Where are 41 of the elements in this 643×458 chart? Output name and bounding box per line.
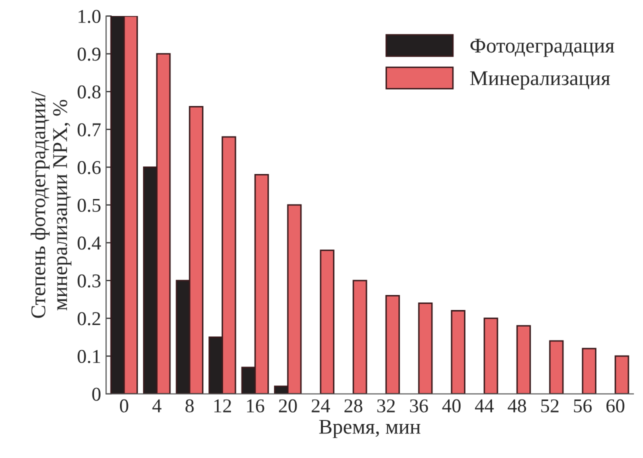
legend-label: Минерализация bbox=[470, 71, 610, 90]
y-tick-label: 0.3 bbox=[78, 274, 100, 288]
bar bbox=[385, 294, 400, 394]
y-tick-label: 0.8 bbox=[78, 85, 100, 99]
x-tick-label: 52 bbox=[541, 399, 558, 412]
bar bbox=[484, 318, 498, 394]
y-tick-label: 0.5 bbox=[78, 198, 100, 212]
x-tick-label: 12 bbox=[214, 399, 232, 412]
y-tick-label: 0.7 bbox=[78, 123, 101, 136]
x-tick-label: 36 bbox=[410, 399, 428, 412]
x-tick-label: 20 bbox=[278, 399, 297, 412]
x-tick-label: 4 bbox=[152, 399, 162, 412]
bar bbox=[418, 302, 433, 394]
y-tick-label: 0 bbox=[92, 388, 100, 401]
x-tick-label: 16 bbox=[247, 399, 264, 412]
x-tick-label: 44 bbox=[475, 399, 494, 412]
x-tick-label: 28 bbox=[344, 399, 362, 412]
y-tick-label: 0.1 bbox=[78, 350, 100, 364]
legend-label: Фотодеградация bbox=[470, 38, 614, 57]
y-tick-label: 0.2 bbox=[78, 312, 100, 326]
x-tick-label: 8 bbox=[185, 399, 194, 412]
x-tick-label: 24 bbox=[312, 399, 330, 412]
x-tick-label: 48 bbox=[508, 399, 526, 412]
y-tick-label: 1.0 bbox=[78, 10, 100, 24]
x-axis-title: Время, мин bbox=[319, 420, 420, 438]
bar bbox=[582, 348, 596, 394]
x-tick-label: 32 bbox=[377, 399, 395, 412]
x-tick-label: 56 bbox=[574, 399, 592, 412]
x-tick-label: 60 bbox=[606, 399, 624, 412]
bar bbox=[450, 310, 466, 394]
y-axis-title: Степень фотодеградации/ минерализации NPX, % bbox=[30, 91, 72, 318]
x-tick-label: 40 bbox=[442, 399, 461, 412]
bar bbox=[549, 340, 564, 394]
y-tick-label: 0.6 bbox=[78, 160, 101, 174]
bar bbox=[614, 355, 630, 394]
y-tick-label: 0.4 bbox=[78, 236, 101, 250]
bar bbox=[320, 250, 334, 394]
y-tick-label: 0.9 bbox=[78, 48, 100, 61]
bar bbox=[516, 325, 531, 394]
x-tick-label: 0 bbox=[120, 399, 128, 412]
bar bbox=[352, 280, 368, 394]
